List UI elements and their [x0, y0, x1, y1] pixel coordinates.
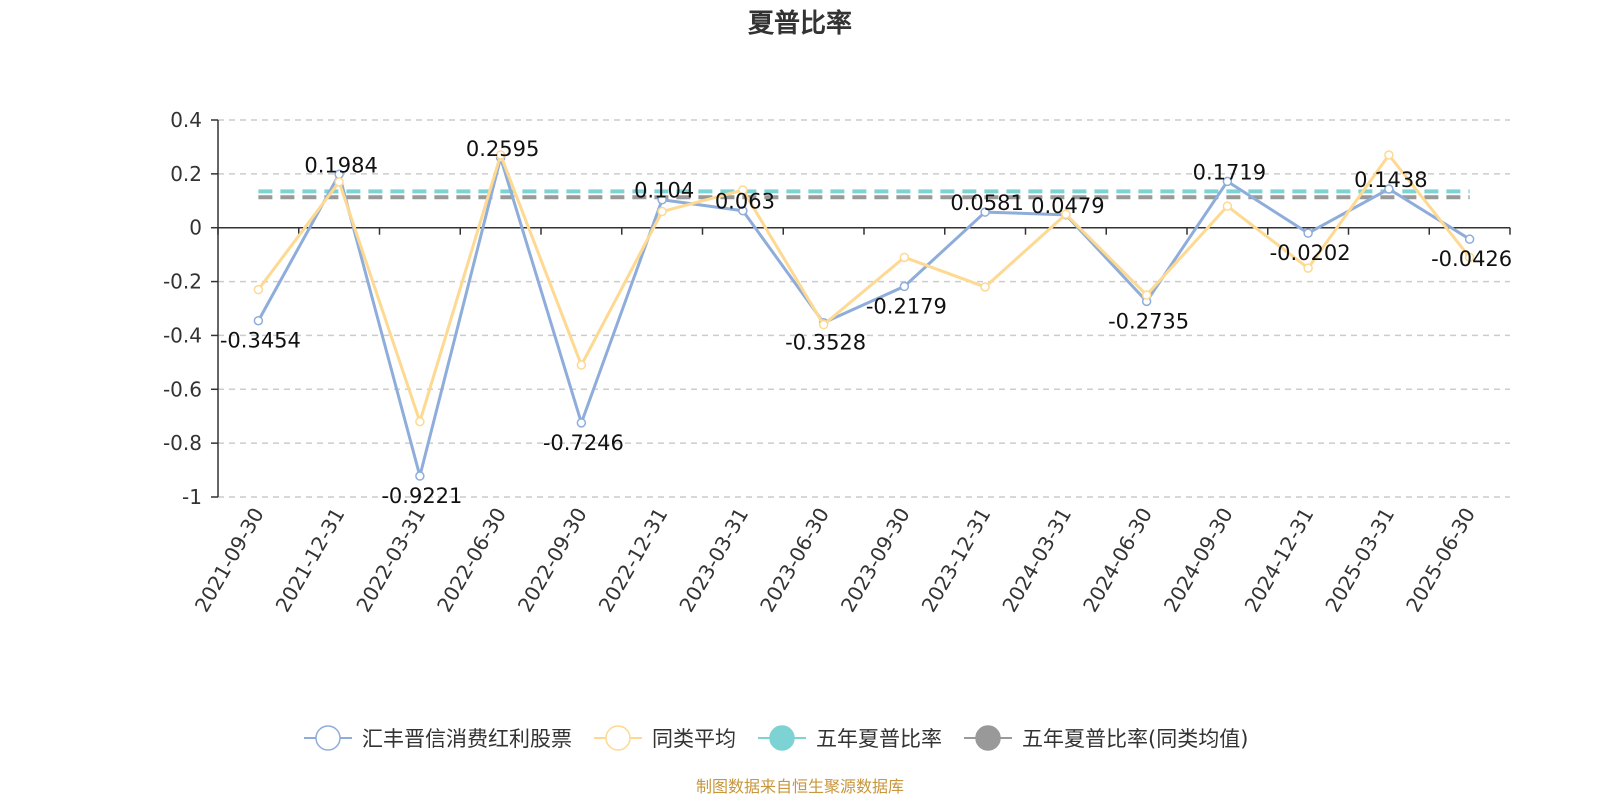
x-tick-label: 2025-06-30: [1401, 504, 1480, 617]
data-point: [738, 185, 748, 195]
legend-item[interactable]: 汇丰晋信消费红利股票: [304, 725, 572, 751]
y-tick-label: -0.2: [163, 270, 202, 294]
x-tick-label: 2023-12-31: [917, 504, 996, 617]
data-point: [334, 177, 344, 187]
y-tick-label: -1: [182, 485, 202, 509]
data-source-note: 制图数据来自恒生聚源数据库: [696, 777, 904, 796]
data-point: [495, 150, 506, 160]
y-tick-label: -0.6: [163, 377, 202, 401]
data-label: 0.1719: [1193, 160, 1266, 184]
legend[interactable]: 汇丰晋信消费红利股票 同类平均 五年夏普比率 五年夏普比率(同类均值): [304, 725, 1248, 751]
data-point: [1222, 176, 1233, 187]
data-point: [738, 205, 748, 216]
y-tick-label: -0.8: [163, 431, 202, 455]
legend-marker: [769, 725, 795, 751]
data-point: [980, 282, 990, 292]
legend-label: 同类平均: [652, 727, 736, 751]
x-tick-label: 2023-09-30: [836, 504, 915, 617]
data-label: -0.2179: [866, 294, 947, 318]
reference-lines: [258, 189, 1470, 200]
data-label: -0.0426: [1431, 247, 1512, 271]
data-point: [1141, 290, 1152, 300]
data-point: [1222, 201, 1233, 211]
data-point: [1384, 150, 1394, 160]
data-label: 0.1438: [1354, 168, 1427, 192]
series-line: [257, 156, 1471, 478]
legend-item[interactable]: 五年夏普比率(同类均值): [964, 725, 1248, 751]
x-tick-label: 2021-09-30: [190, 504, 269, 617]
x-tick-label: 2022-12-31: [594, 504, 673, 617]
data-label: -0.2735: [1108, 309, 1189, 333]
y-tick-label: 0.4: [170, 108, 202, 132]
x-tick-label: 2024-06-30: [1078, 504, 1157, 617]
data-labels: -0.3454 0.1984 -0.9221 0.2595 -0.7246 0.104 0.…: [220, 137, 1512, 508]
legend-label: 汇丰晋信消费红利股票: [362, 727, 572, 751]
data-point: [980, 207, 990, 217]
data-point: [576, 360, 587, 370]
data-label: -0.7246: [543, 431, 624, 455]
data-label: -0.3528: [785, 331, 866, 355]
data-point: [1303, 228, 1313, 238]
data-label: -0.0202: [1270, 241, 1351, 265]
data-label: 0.2595: [466, 137, 539, 161]
data-label: 0.063: [715, 190, 775, 214]
data-point: [657, 206, 667, 217]
data-label: 0.104: [634, 179, 694, 203]
data-point: [899, 252, 910, 263]
legend-marker: [605, 725, 631, 751]
data-point: [1464, 252, 1475, 263]
y-tick-label: 0: [189, 216, 202, 240]
x-tick-label: 2023-06-30: [755, 504, 834, 617]
data-label: 0.1984: [304, 153, 377, 177]
x-tick-label: 2025-03-31: [1320, 504, 1399, 617]
x-tick-label: 2024-09-30: [1159, 504, 1238, 617]
data-point: [415, 471, 425, 481]
series-lines: [253, 150, 1475, 481]
data-label: -0.9221: [381, 484, 462, 508]
data-point: [818, 319, 829, 330]
data-point: [1464, 234, 1475, 244]
y-tick-label: -0.4: [163, 323, 202, 347]
legend-item[interactable]: 同类平均: [594, 725, 736, 751]
data-point: [253, 284, 264, 295]
legend-label: 五年夏普比率: [816, 727, 942, 751]
data-point: [1303, 263, 1313, 273]
y-tick-label: 0.2: [170, 162, 202, 186]
legend-item[interactable]: 五年夏普比率: [758, 725, 942, 751]
x-tick-label: 2022-06-30: [432, 504, 511, 617]
chart-title: 夏普比率: [748, 8, 852, 39]
legend-marker: [315, 725, 341, 751]
data-label: 0.0581: [950, 191, 1023, 215]
data-point: [1384, 184, 1394, 194]
x-tick-label: 2022-09-30: [513, 504, 592, 617]
data-point: [415, 416, 425, 427]
data-point: [1061, 209, 1071, 219]
legend-marker: [975, 725, 1001, 751]
data-point: [657, 194, 667, 205]
legend-label: 五年夏普比率(同类均值): [1022, 727, 1248, 751]
x-tick-label: 2022-03-31: [351, 504, 430, 617]
series-line: [257, 153, 1471, 424]
x-tick-label: 2024-03-31: [997, 504, 1076, 617]
data-point: [899, 281, 910, 292]
x-tick-label: 2024-12-31: [1240, 504, 1319, 617]
data-label: -0.3454: [220, 329, 301, 353]
x-tick-label: 2023-03-31: [674, 504, 753, 617]
data-point: [576, 418, 587, 428]
data-point: [253, 315, 264, 326]
x-tick-label: 2021-12-31: [271, 504, 350, 617]
data-label: 0.0479: [1031, 194, 1104, 218]
